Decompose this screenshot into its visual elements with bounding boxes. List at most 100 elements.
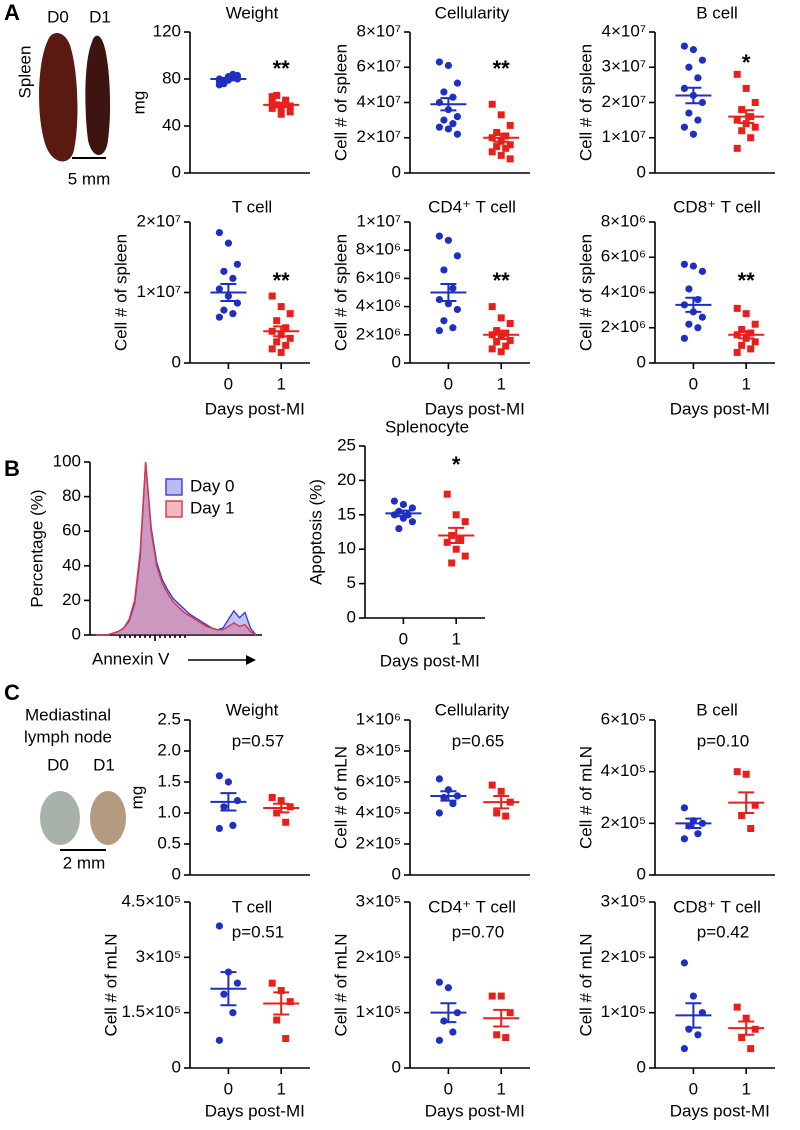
photo-label: D0 [47, 755, 69, 774]
data-point [449, 324, 457, 332]
y-tick-label: 80 [62, 486, 81, 505]
data-point [685, 109, 693, 117]
y-tick-label: 6×10⁶ [601, 247, 646, 266]
y-tick-label: 1×10⁷ [137, 282, 181, 301]
data-point [733, 768, 741, 776]
data-point [680, 84, 689, 92]
y-tick-label: 2×10⁵ [356, 833, 401, 852]
y-tick-label: 4×10⁶ [356, 296, 401, 315]
x-axis-label: Days post-MI [425, 1101, 525, 1120]
panel-letter: C [4, 680, 20, 705]
y-tick-label: 60 [62, 521, 81, 540]
legend-label: Day 1 [190, 498, 234, 517]
legend-swatch [165, 478, 183, 496]
error-bar [685, 86, 702, 105]
data-point [273, 338, 281, 346]
data-point [268, 292, 276, 300]
data-point [453, 305, 461, 314]
data-point [277, 110, 285, 118]
error-bar [493, 132, 510, 143]
y-tick-label: 4×10⁵ [601, 761, 646, 780]
axis-arrow [188, 655, 256, 665]
y-tick-label: 1×10⁵ [601, 1002, 646, 1021]
data-point [461, 552, 469, 560]
error-bar [493, 1008, 510, 1028]
error-bar [220, 76, 237, 82]
data-point [738, 341, 746, 349]
y-tick-label: 2×10⁶ [356, 324, 401, 343]
error-bar [220, 971, 237, 1007]
annotation: * [742, 50, 751, 75]
data-point [233, 260, 241, 268]
data-point [229, 1009, 237, 1017]
data-point [747, 1045, 755, 1053]
y-tick-label: 5 [347, 573, 356, 592]
data-point [680, 334, 689, 342]
x-tick-label: 0 [399, 629, 408, 648]
data-point [502, 1034, 510, 1042]
data-point [215, 1036, 223, 1044]
data-point [268, 93, 276, 101]
data-point [733, 304, 741, 312]
x-tick-label: 1 [496, 1079, 505, 1098]
panel-letter: B [4, 456, 20, 481]
annotation: p=0.51 [232, 922, 284, 941]
data-point [229, 274, 237, 282]
data-point [268, 104, 276, 112]
error-bar [493, 329, 510, 341]
data-point [751, 99, 759, 106]
data-point [733, 144, 741, 152]
y-tick-label: 6×10⁵ [356, 771, 401, 790]
data-point [286, 803, 294, 811]
y-axis-label: Cell # of mLN [101, 934, 120, 1037]
data-point [443, 538, 451, 546]
data-point [273, 317, 281, 325]
data-point [747, 329, 755, 337]
data-point [680, 123, 689, 131]
y-tick-label: 100 [53, 451, 81, 470]
data-point [680, 835, 689, 843]
data-point [233, 979, 241, 987]
y-tick-label: 2.5 [157, 709, 181, 728]
data-point [435, 1036, 443, 1044]
data-point [444, 984, 452, 992]
data-point [449, 1028, 457, 1036]
data-point [488, 100, 496, 108]
data-point [453, 113, 461, 121]
data-point [497, 348, 505, 356]
y-tick-label: 80 [162, 68, 181, 87]
data-point [440, 116, 448, 124]
x-tick-label: 0 [224, 1079, 233, 1098]
data-point [443, 490, 451, 498]
y-tick-label: 0 [72, 624, 81, 643]
annotation: ** [273, 56, 291, 81]
x-tick-label: 0 [689, 1079, 698, 1098]
chart-title: T cell [232, 897, 272, 916]
y-tick-label: 1×10⁷ [357, 211, 401, 230]
y-tick-label: 0 [637, 864, 646, 883]
data-point [390, 497, 398, 505]
data-point [738, 127, 746, 135]
data-point [435, 123, 443, 131]
data-point [220, 990, 228, 998]
data-point [689, 46, 698, 54]
data-point [220, 803, 228, 811]
y-tick-label: 2×10⁷ [602, 92, 646, 111]
error-bar [440, 790, 457, 802]
data-point [497, 151, 505, 159]
data-point [268, 99, 276, 106]
data-point [698, 56, 707, 64]
data-point [751, 1025, 759, 1033]
data-point [453, 130, 461, 138]
spleen-photo [39, 33, 111, 162]
y-axis-label: Cell # of spleen [331, 44, 350, 161]
data-point [215, 228, 223, 237]
data-point [751, 801, 759, 809]
y-axis-label: Cell # of spleen [576, 234, 595, 351]
data-point [747, 345, 755, 353]
data-point [493, 1031, 501, 1039]
data-point [215, 313, 223, 321]
data-point [282, 1034, 290, 1042]
data-point [493, 809, 501, 817]
data-point [444, 61, 452, 70]
